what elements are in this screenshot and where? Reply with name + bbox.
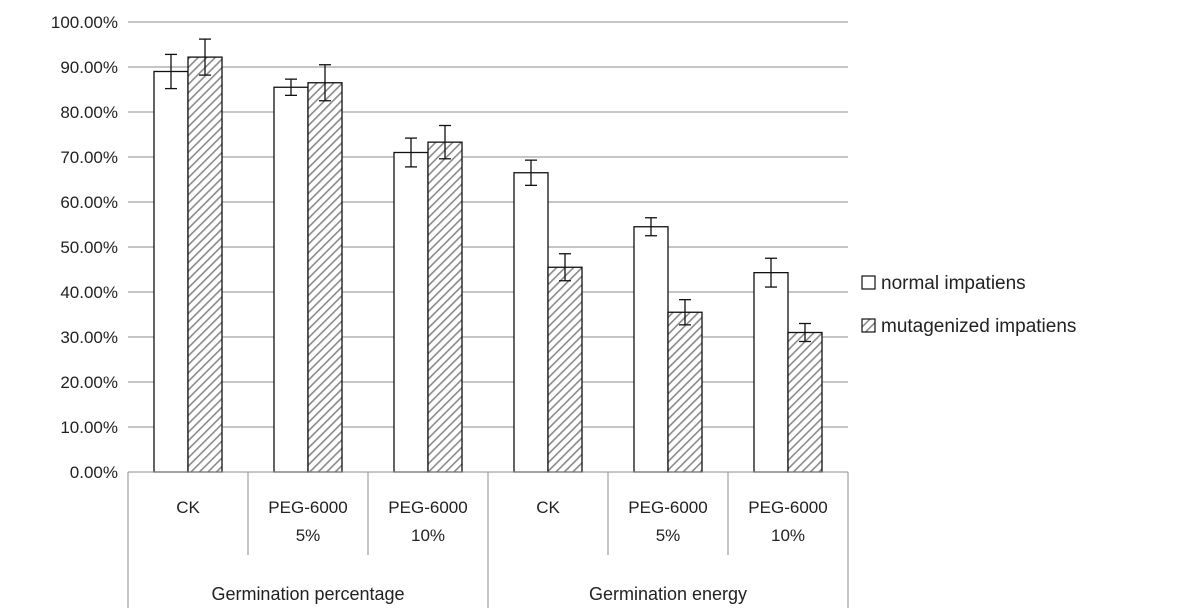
legend-swatch	[861, 275, 876, 290]
error-bars	[165, 38, 811, 343]
bar-normal-impatiens	[393, 151, 429, 473]
error-bar	[525, 159, 537, 187]
bar-mutagenized-impatiens	[307, 82, 343, 473]
y-tick-label: 10.00%	[60, 418, 118, 437]
y-tick-label: 100.00%	[51, 13, 118, 32]
error-bar	[645, 217, 657, 237]
y-tick-label: 0.00%	[70, 463, 118, 482]
error-bar	[199, 38, 211, 76]
error-bar	[799, 322, 811, 343]
error-bar	[679, 298, 691, 326]
y-tick-label: 50.00%	[60, 238, 118, 257]
bar-mutagenized-impatiens	[547, 266, 583, 473]
x-tick-label: 10%	[771, 526, 805, 545]
x-tick-label: PEG-6000	[628, 498, 707, 517]
error-bar	[165, 53, 177, 90]
bar-normal-impatiens	[633, 226, 669, 473]
x-tick-label: PEG-6000	[388, 498, 467, 517]
y-tick-label: 30.00%	[60, 328, 118, 347]
bar-mutagenized-impatiens	[787, 331, 823, 473]
bar-normal-impatiens	[153, 70, 189, 473]
legend-entry: mutagenized impatiens	[861, 316, 1076, 337]
bar-normal-impatiens	[513, 172, 549, 473]
y-tick-label: 40.00%	[60, 283, 118, 302]
bars	[153, 56, 823, 473]
legend-swatch	[861, 318, 876, 333]
x-group-label: Germination percentage	[211, 584, 404, 604]
y-tick-label: 70.00%	[60, 148, 118, 167]
bar-normal-impatiens	[753, 271, 789, 473]
bar-mutagenized-impatiens	[427, 141, 463, 473]
bar-normal-impatiens	[273, 86, 309, 473]
x-tick-label: 5%	[296, 526, 321, 545]
legend-label: mutagenized impatiens	[881, 316, 1076, 337]
error-bar	[765, 257, 777, 288]
gridlines	[128, 21, 848, 473]
error-bar	[405, 137, 417, 168]
error-bar	[319, 64, 331, 102]
x-tick-label: CK	[176, 498, 200, 517]
bar-mutagenized-impatiens	[667, 311, 703, 473]
x-tick-label: 5%	[656, 526, 681, 545]
y-tick-label: 60.00%	[60, 193, 118, 212]
x-tick-label: PEG-6000	[748, 498, 827, 517]
y-axis-tick-labels: 0.00% 10.00% 20.00% 30.00% 40.00% 50.00% 60.00…	[51, 13, 118, 482]
x-tick-label: CK	[536, 498, 560, 517]
legend-label: normal impatiens	[881, 273, 1026, 294]
x-tick-label: 10%	[411, 526, 445, 545]
error-bar	[439, 124, 451, 160]
legend-entry: normal impatiens	[861, 273, 1026, 294]
y-tick-label: 90.00%	[60, 58, 118, 77]
x-axis: CK PEG-6000 5% PEG-6000 10% CK PEG-6000 5% PEG-6…	[127, 471, 849, 608]
error-bar	[285, 78, 297, 96]
error-bar	[559, 253, 571, 282]
legend: normal impatiens mutagenized impatiens	[861, 273, 1076, 337]
y-tick-label: 20.00%	[60, 373, 118, 392]
x-tick-label: PEG-6000	[268, 498, 347, 517]
x-group-label: Germination energy	[589, 584, 747, 604]
bar-mutagenized-impatiens	[187, 56, 223, 473]
y-tick-label: 80.00%	[60, 103, 118, 122]
